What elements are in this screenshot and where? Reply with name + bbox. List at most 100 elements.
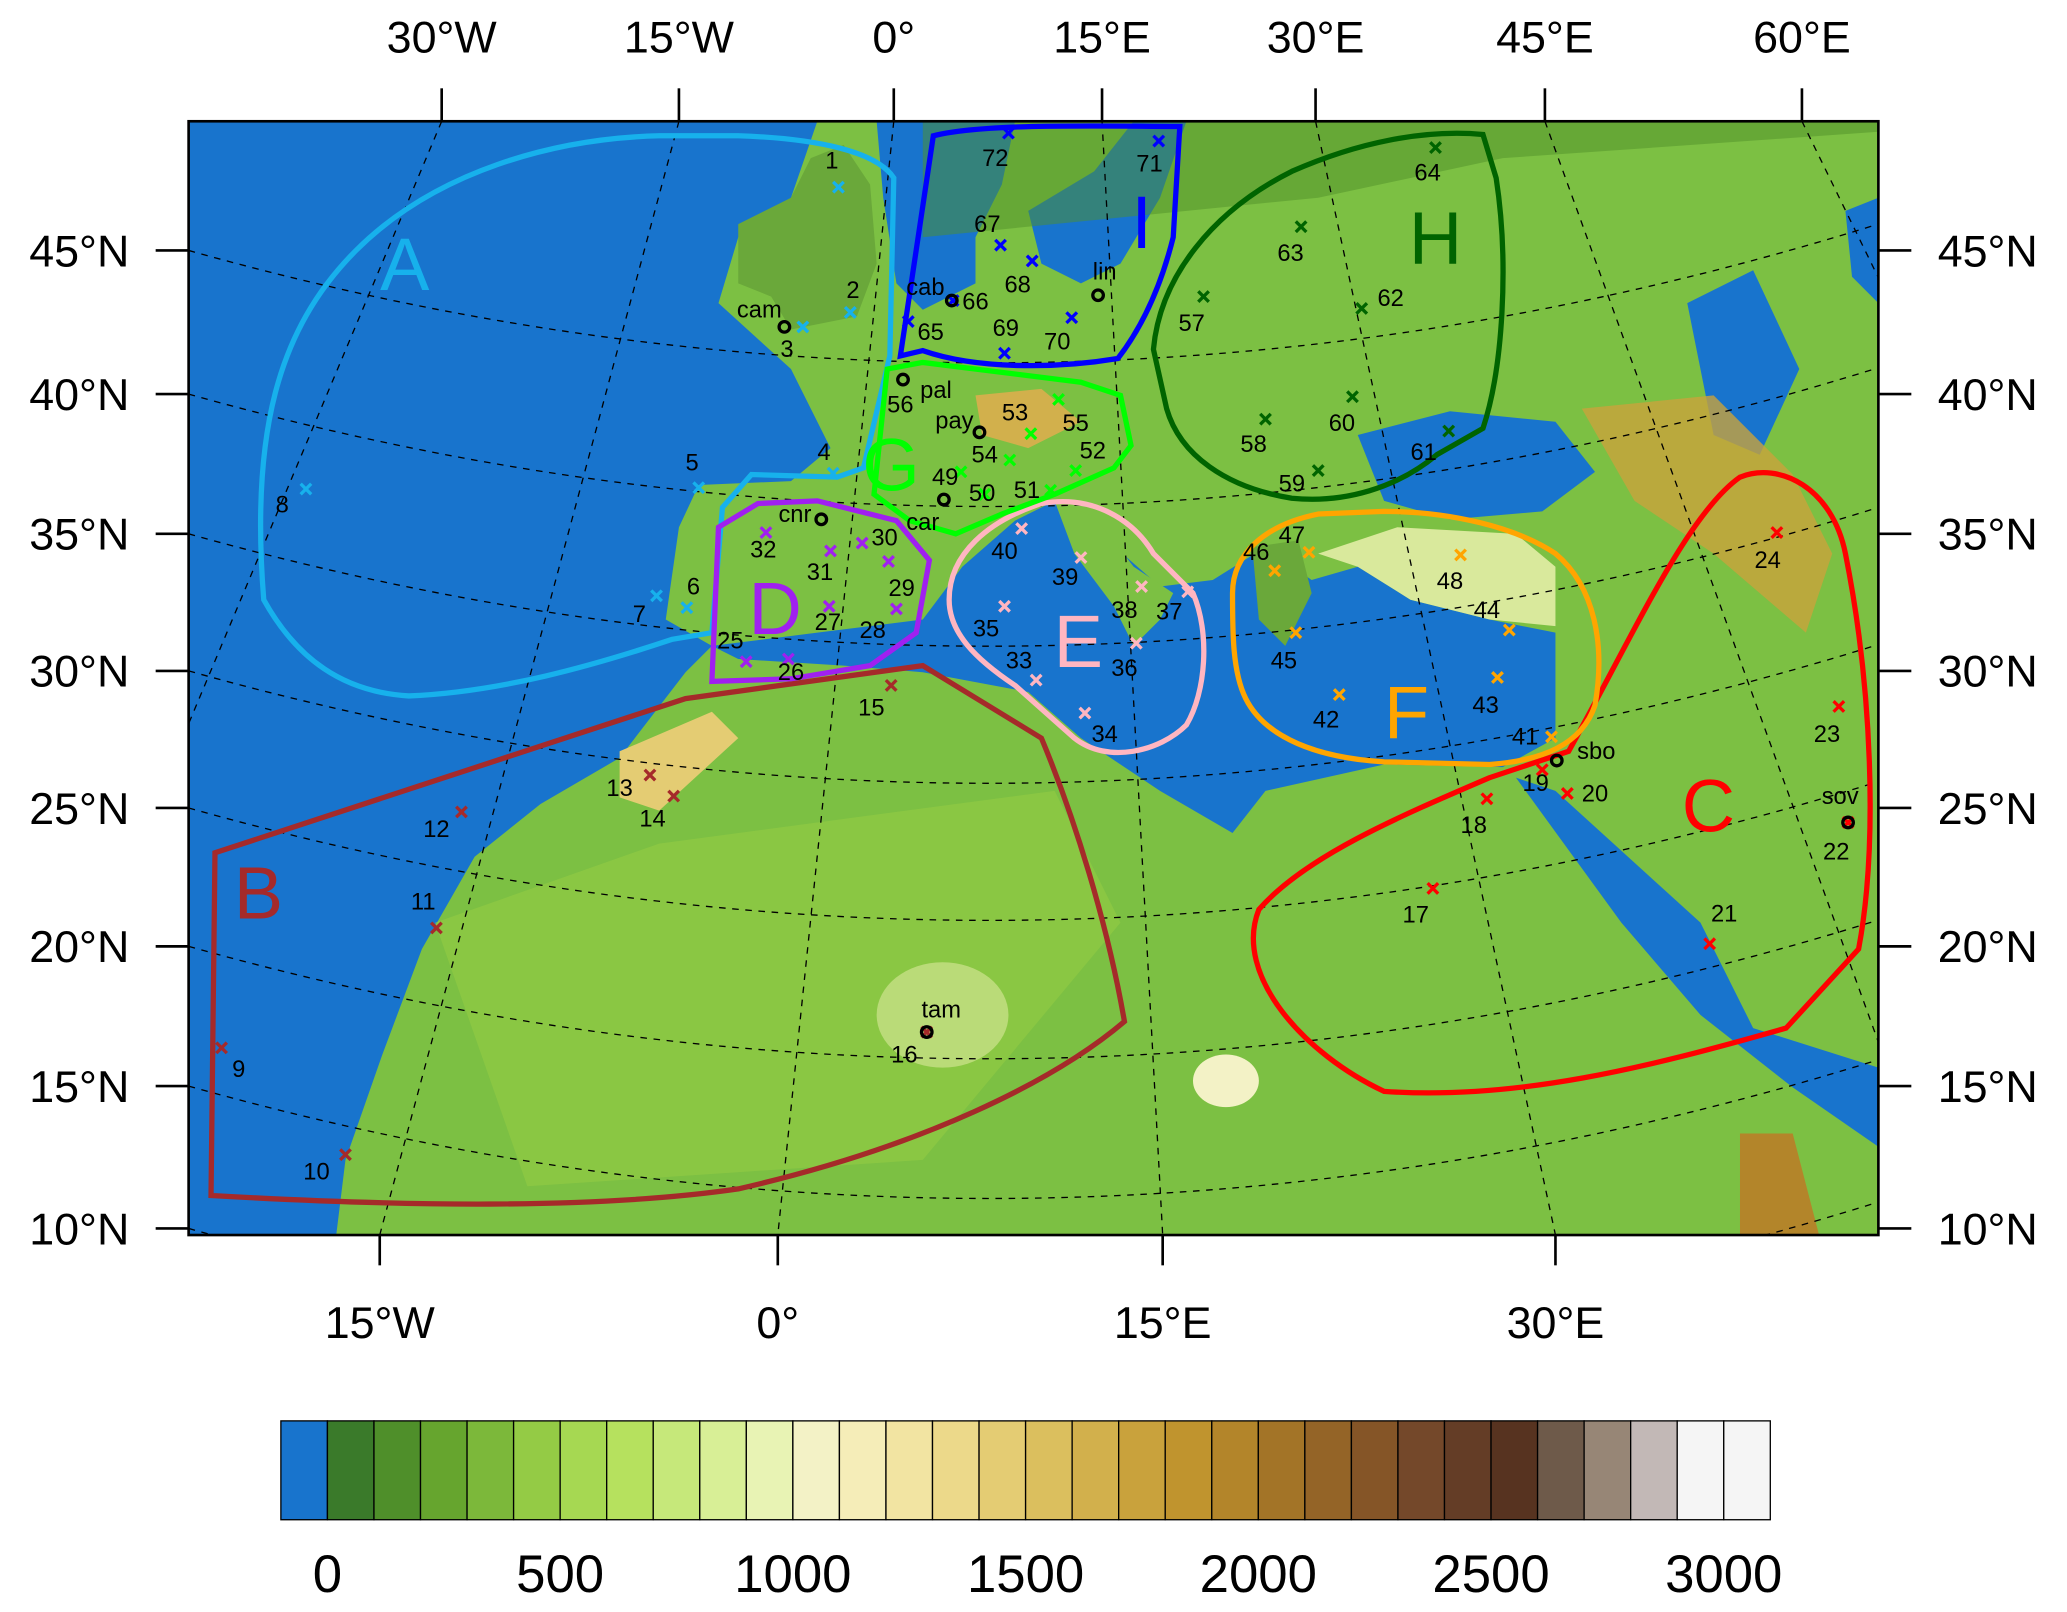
station-label: 69 — [993, 316, 1019, 342]
colorbar-swatch — [1257, 1420, 1306, 1521]
station-label: 9 — [232, 1057, 245, 1083]
region-outline-f — [1229, 508, 1602, 768]
colorbar-swatch — [326, 1420, 375, 1521]
station-label: 28 — [860, 618, 886, 644]
station-label: 35 — [973, 617, 999, 643]
station-label: 43 — [1472, 693, 1498, 719]
station-label: 47 — [1279, 523, 1305, 549]
colorbar-swatch — [606, 1420, 654, 1521]
station-marker-icon — [1770, 526, 1784, 539]
region-outline-i — [897, 123, 1183, 369]
station-label: 61 — [1410, 440, 1436, 466]
parallel-line — [188, 643, 1879, 784]
station-label: 29 — [888, 576, 914, 602]
sahara-plains — [435, 790, 1121, 1187]
station-label: 11 — [411, 889, 436, 915]
station-label: 26 — [778, 660, 804, 686]
station-marker-icon — [1065, 311, 1079, 325]
colorbar-swatch — [1350, 1420, 1399, 1521]
station-label: 3 — [780, 337, 793, 363]
tick-label-left: 25°N — [29, 784, 129, 834]
station-label: 70 — [1044, 329, 1070, 355]
parallel-line — [188, 223, 1879, 364]
meridian-line — [1101, 121, 1164, 1236]
station-label: 14 — [639, 806, 665, 832]
station-marker-icon — [1135, 580, 1149, 593]
station-marker-icon — [998, 346, 1011, 360]
station-label: 49 — [932, 465, 958, 491]
site-label-tam: tam — [921, 998, 961, 1024]
station-label: 57 — [1178, 311, 1204, 337]
station-label: 60 — [1329, 411, 1355, 437]
station-label: 37 — [1156, 599, 1182, 625]
colorbar-swatch — [419, 1420, 468, 1521]
tick-label-right: 40°N — [1938, 370, 2038, 420]
northern-lowlands — [922, 121, 1879, 238]
colorbar-swatch — [1071, 1420, 1120, 1521]
region-label-d: D — [749, 567, 802, 650]
colorbar-swatch — [1024, 1420, 1073, 1521]
station-marker-icon — [429, 921, 443, 935]
tick-label-top: 30°W — [387, 13, 498, 63]
tick-label-right: 20°N — [1938, 922, 2038, 972]
tick-label-left: 40°N — [29, 370, 129, 420]
tibesti-highland — [1192, 1054, 1259, 1108]
site-label-pay: pay — [935, 408, 973, 434]
region-label-h: H — [1409, 197, 1462, 280]
station-marker-icon — [739, 655, 753, 669]
region-label-e: E — [1054, 600, 1103, 683]
station-marker-icon — [1355, 301, 1369, 315]
station-label: 39 — [1052, 565, 1078, 591]
red-sea — [1515, 777, 1879, 1147]
station-marker-icon — [215, 1041, 229, 1055]
station-marker-icon — [667, 789, 681, 803]
station-marker-icon — [882, 555, 895, 568]
site-marker-icon — [1549, 753, 1564, 768]
colorbar-swatch — [1211, 1420, 1259, 1521]
site-marker-icon — [1841, 815, 1855, 830]
colorbar-swatch — [1676, 1420, 1725, 1521]
site-label-cnr: cnr — [778, 502, 811, 528]
station-marker-icon — [1703, 937, 1717, 951]
axes: 30°W 15°W 0° 15°E 30°E 45°E 60°E 15°W 0° 15°E 30°E… — [29, 13, 2038, 1348]
station-label: 68 — [1004, 273, 1030, 299]
station-label: 23 — [1814, 722, 1840, 748]
station-label: 58 — [1240, 432, 1266, 458]
site-marker-icon — [1091, 288, 1106, 303]
station-marker-icon — [692, 481, 706, 495]
station-label: 62 — [1378, 286, 1404, 312]
station-marker-icon — [831, 180, 845, 194]
station-label: 19 — [1522, 771, 1548, 797]
station-label: 67 — [974, 212, 1000, 238]
station-marker-icon — [455, 805, 468, 819]
station-label: 31 — [807, 560, 833, 586]
station-label: 15 — [858, 696, 884, 722]
station-label: 64 — [1414, 161, 1440, 187]
region-outline-d — [709, 498, 933, 685]
station-label: 50 — [969, 481, 995, 507]
parallel-line — [188, 506, 1879, 647]
colorbar-swatch — [1723, 1420, 1771, 1521]
tick-label-left: 10°N — [29, 1204, 129, 1254]
colorbar-swatch — [1583, 1420, 1632, 1521]
colorbar-swatch — [792, 1420, 841, 1521]
tick-label-top: 45°E — [1496, 13, 1594, 63]
regions-layer: A B C D E F G H I — [208, 123, 1873, 1207]
station-marker-icon — [796, 320, 810, 334]
region-label-c: C — [1682, 765, 1735, 848]
tick-label-left: 35°N — [29, 510, 129, 560]
colorbar-swatch — [1118, 1420, 1166, 1521]
tick-label-left: 30°N — [29, 647, 129, 697]
ethiopian-highlands — [1739, 1133, 1820, 1236]
station-marker-icon — [901, 315, 915, 329]
station-marker-icon — [994, 238, 1007, 252]
station-marker-icon — [1429, 141, 1442, 155]
station-marker-icon — [889, 602, 903, 616]
station-marker-icon — [1129, 636, 1143, 650]
tick-label-top: 0° — [872, 13, 915, 63]
region-outline-h — [1150, 130, 1506, 502]
site-marker-icon — [777, 319, 792, 334]
station-marker-icon — [1181, 585, 1195, 599]
station-marker-icon — [299, 482, 313, 496]
